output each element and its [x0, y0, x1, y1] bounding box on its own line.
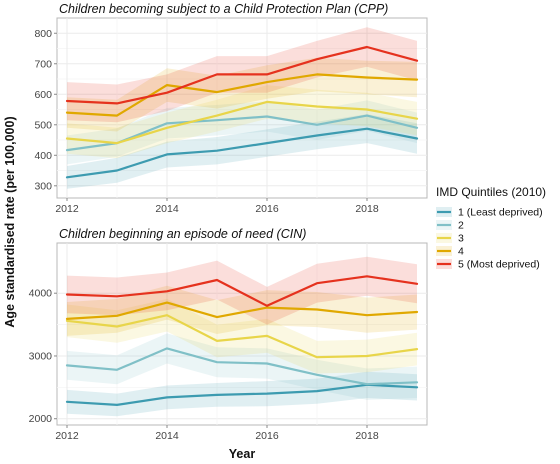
panel-cin-x-ticks: 2012 2014 2016 2018 [55, 425, 379, 442]
panel-cpp-ribbon-quintile-3 [67, 85, 417, 159]
panel-cin-line-quintile-1 [65, 383, 419, 406]
panel-cpp-line-quintile-5 [65, 45, 419, 105]
panel-cpp-y-tick-label: 800 [34, 28, 52, 40]
panel-cin: 2000 3000 4000 2012 2014 2016 2018 Children b… [29, 227, 428, 442]
panel-cpp-y-tick-label: 600 [34, 89, 52, 101]
legend-label: 3 [458, 233, 464, 245]
panel-cin-y-tick-label: 4000 [29, 288, 53, 300]
panel-cin-y-tick-label: 2000 [29, 413, 53, 425]
panel-cin-ribbon-quintile-2 [67, 333, 417, 400]
panel-cpp-ribbon-quintile-2 [67, 100, 417, 165]
panel-cin-line-quintile-5 [65, 275, 419, 307]
panel-cin-x-tick-label: 2016 [255, 430, 279, 442]
panel-cpp-y-tick-label: 700 [34, 58, 52, 70]
legend-label: 1 (Least deprived) [458, 207, 543, 219]
panel-cpp-x-tick-label: 2016 [255, 203, 279, 215]
panel-cin-line-quintile-4 [65, 301, 419, 320]
panel-cin-y-ticks: 2000 3000 4000 [29, 288, 57, 425]
panel-cpp-line-quintile-4 [65, 73, 419, 117]
x-axis-label: Year [229, 447, 256, 461]
legend-label: 5 (Most deprived) [458, 259, 540, 271]
panel-cin-line-quintile-3 [65, 314, 419, 359]
panel-cin-x-tick-label: 2014 [155, 430, 179, 442]
legend-label: 4 [458, 246, 464, 258]
y-axis-label: Age standardised rate (per 100,000) [3, 116, 17, 327]
legend-label: 2 [458, 220, 464, 232]
panel-cin-title: Children beginning an episode of need (C… [59, 227, 306, 241]
panel-cpp-line-quintile-3 [65, 100, 419, 145]
panel-cpp-title: Children becoming subject to a Child Pro… [59, 2, 388, 16]
panel-cin-lines [65, 275, 419, 406]
panel-cin-line-quintile-2 [65, 347, 419, 386]
panel-cin-ribbons [67, 256, 417, 417]
panel-cpp-x-ticks: 2012 2014 2016 2018 [55, 198, 379, 215]
panel-cpp-y-tick-label: 300 [34, 180, 52, 192]
legend-title: IMD Quintiles (2010) [436, 185, 546, 199]
panel-cpp-x-tick-label: 2014 [155, 203, 179, 215]
panel-cin-y-tick-label: 3000 [29, 350, 53, 362]
panel-cin-x-tick-label: 2018 [355, 430, 379, 442]
panel-cpp-y-ticks: 300 400 500 600 700 800 [34, 28, 57, 192]
legend: IMD Quintiles (2010) 1 (Least deprived)2… [436, 185, 546, 271]
panel-cpp-lines [65, 45, 419, 179]
panel-cin-ribbon-quintile-4 [67, 285, 417, 336]
panel-cpp-line-quintile-1 [65, 127, 419, 179]
panel-cin-ribbon-quintile-5 [67, 256, 417, 325]
panel-cpp-y-tick-label: 400 [34, 150, 52, 162]
panel-cpp-y-tick-label: 500 [34, 119, 52, 131]
panel-cpp-x-tick-label: 2018 [355, 203, 379, 215]
panel-cin-x-tick-label: 2012 [55, 430, 79, 442]
panel-cpp-x-tick-label: 2012 [55, 203, 79, 215]
panel-cpp: 300 400 500 600 700 800 2012 2014 2016 2018 Chil… [34, 2, 428, 215]
